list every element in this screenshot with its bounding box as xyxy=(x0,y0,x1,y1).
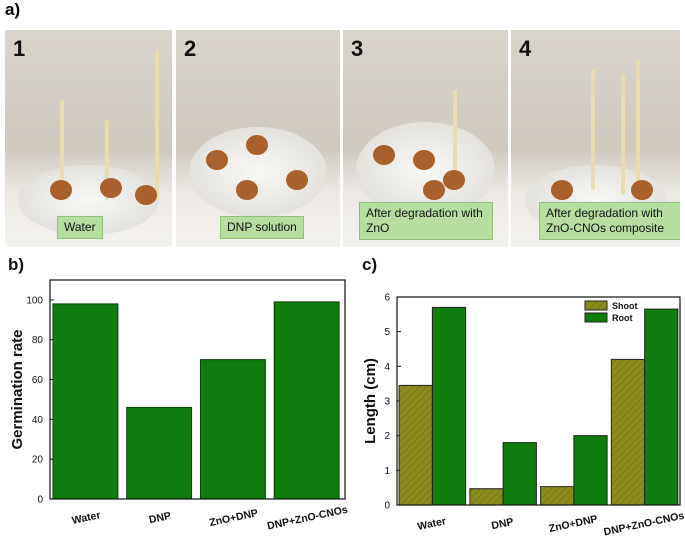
y-tick-label: 40 xyxy=(32,415,44,426)
x-tick-label: DNP+ZnO-CNOs xyxy=(266,504,349,533)
y-axis-label: Length (cm) xyxy=(362,358,379,444)
legend-swatch xyxy=(584,312,608,323)
x-tick-label: ZnO+DNP xyxy=(548,513,599,535)
y-tick-label: 5 xyxy=(384,327,390,338)
panel-label: a) xyxy=(5,0,21,19)
legend-hatch xyxy=(585,301,607,310)
photo-caption: After degradation with ZnO xyxy=(359,202,493,240)
legend-label: Shoot xyxy=(612,301,638,311)
y-tick-label: 6 xyxy=(384,293,390,304)
panel-label: b) xyxy=(8,255,24,274)
x-tick-label: ZnO+DNP xyxy=(208,507,259,529)
y-tick-label: 20 xyxy=(32,455,44,466)
x-tick-label: DNP+ZnO-CNOs xyxy=(603,510,685,539)
bar xyxy=(199,359,266,500)
y-axis-label: Germination rate xyxy=(9,329,26,449)
x-tick-label: DNP xyxy=(490,516,514,532)
bar xyxy=(52,303,119,500)
bar xyxy=(126,406,193,500)
y-tick-label: 3 xyxy=(384,397,390,408)
photo-number: 1 xyxy=(13,36,26,61)
axes-frame xyxy=(396,296,681,506)
y-tick-label: 0 xyxy=(37,495,43,506)
y-tick-label: 0 xyxy=(384,501,390,512)
y-tick-label: 100 xyxy=(26,295,43,306)
panel-label: c) xyxy=(362,255,377,274)
bar xyxy=(273,301,340,500)
y-tick-label: 4 xyxy=(384,362,390,373)
axes-frame xyxy=(49,279,346,500)
bar xyxy=(573,435,608,506)
bar-hatch xyxy=(469,488,504,505)
photo-number: 3 xyxy=(351,36,364,61)
photo-caption: After degradation with ZnO-CNOs composit… xyxy=(539,202,680,240)
photo-caption: DNP solution xyxy=(220,216,304,239)
photo-number: 2 xyxy=(184,36,197,61)
photo: 1 Water xyxy=(5,30,172,247)
photo-number: 4 xyxy=(519,36,532,61)
bar xyxy=(644,308,679,506)
bar-hatch xyxy=(399,385,433,505)
photo: 3 After degradation with ZnO xyxy=(343,30,508,247)
legend-label: Root xyxy=(612,313,633,323)
y-tick-label: 1 xyxy=(384,466,390,477)
y-tick-label: 80 xyxy=(32,335,44,346)
x-tick-label: DNP xyxy=(148,510,172,526)
bar-hatch xyxy=(611,359,645,505)
y-tick-label: 60 xyxy=(32,375,44,386)
y-tick-label: 2 xyxy=(384,431,390,442)
bar xyxy=(502,442,537,506)
photo-caption: Water xyxy=(57,216,103,239)
photo: 2 DNP solution xyxy=(176,30,340,247)
x-tick-label: Water xyxy=(416,515,447,533)
x-tick-label: Water xyxy=(71,509,102,527)
bar-hatch xyxy=(540,486,574,505)
photo: 4 After degradation with ZnO-CNOs compos… xyxy=(511,30,680,247)
bar xyxy=(431,306,467,506)
